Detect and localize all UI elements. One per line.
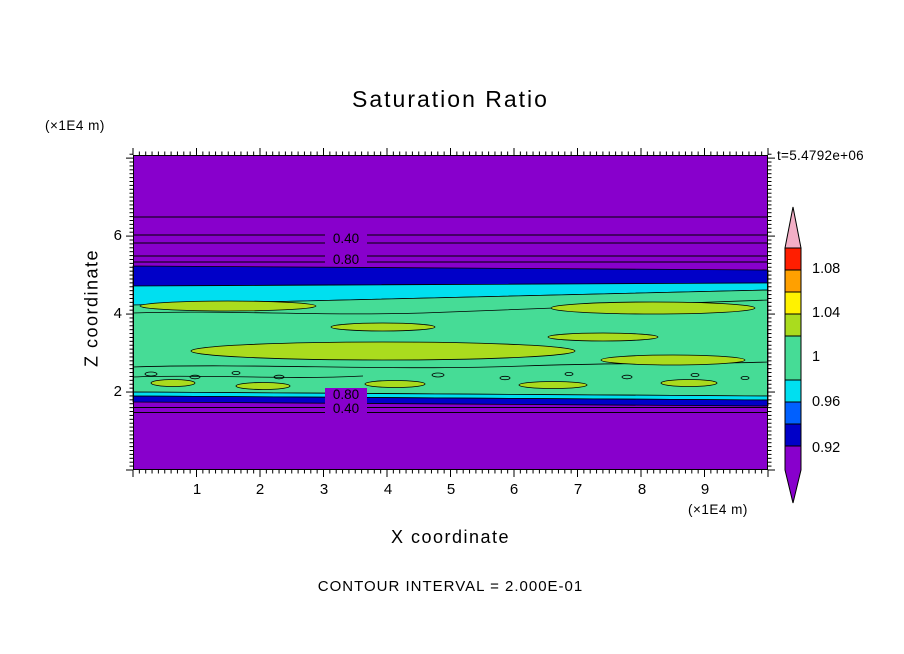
x-tick-label-9: 9 bbox=[700, 481, 710, 498]
contour-label-mask bbox=[325, 252, 367, 267]
dark-blue-band-top bbox=[132, 265, 769, 287]
colorbar-label-0.92: 0.92 bbox=[812, 440, 841, 456]
contour-label-top-040: 0.40 bbox=[333, 231, 359, 246]
yellow-green-contour-blob bbox=[139, 300, 317, 312]
colorbar-segment-cyan bbox=[784, 379, 802, 403]
z-axis-unit-label: (×1E4 m) bbox=[45, 118, 105, 133]
chart-title: Saturation Ratio bbox=[352, 86, 549, 112]
x-tick-label-8: 8 bbox=[637, 481, 647, 498]
colorbar-segment-yellow-green bbox=[784, 313, 802, 337]
colorbar-segment-blue bbox=[784, 401, 802, 425]
colorbar-segment-green bbox=[784, 335, 802, 381]
colorbar-arrow-bottom-purple bbox=[784, 445, 802, 504]
z-tick-label-4: 4 bbox=[113, 305, 122, 322]
contour-label-bottom-080: 0.80 bbox=[333, 387, 359, 402]
contour-interval-note: CONTOUR INTERVAL = 2.000E-01 bbox=[317, 578, 584, 595]
plot-frame bbox=[133, 155, 768, 470]
x-tick-label-7: 7 bbox=[573, 481, 583, 498]
x-tick-label-6: 6 bbox=[509, 481, 519, 498]
yellow-green-patches bbox=[139, 300, 756, 390]
yellow-green-contour-blob bbox=[600, 354, 746, 366]
upper-contour-lines bbox=[133, 216, 768, 263]
colorbar-label-1: 1 bbox=[812, 349, 821, 365]
colorbar-label-1.08: 1.08 bbox=[812, 261, 841, 277]
lower-contour-lines bbox=[133, 407, 768, 413]
contour-plot: 0.40 0.80 bbox=[126, 148, 775, 477]
x-tick-label-5: 5 bbox=[446, 481, 456, 498]
contour-label-mask bbox=[325, 402, 367, 415]
x-axis-unit-label: (×1E4 m) bbox=[688, 502, 748, 517]
z-tick-label-2: 2 bbox=[113, 383, 122, 400]
colorbar-segment-red bbox=[784, 247, 802, 271]
x-tick-label-2: 2 bbox=[255, 481, 265, 498]
small-contour-loops bbox=[144, 370, 750, 381]
yellow-green-contour-blob bbox=[150, 379, 196, 387]
colorbar-label-1.04: 1.04 bbox=[812, 305, 841, 321]
yellow-green-contour-blob bbox=[190, 341, 576, 361]
x-tick-label-4: 4 bbox=[383, 481, 393, 498]
yellow-green-contour-blob bbox=[660, 379, 718, 387]
axis-ticks bbox=[126, 148, 775, 477]
plot-area: 0.40 0.80 bbox=[126, 148, 775, 477]
x-axis-title: X coordinate bbox=[390, 527, 511, 547]
colorbar bbox=[784, 206, 802, 504]
yellow-green-contour-blob bbox=[547, 332, 659, 342]
time-label: t=5.4792e+06 bbox=[777, 148, 864, 163]
yellow-green-contour-blob bbox=[364, 380, 426, 388]
x-tick-label-1: 1 bbox=[192, 481, 202, 498]
colorbar-arrow-top bbox=[784, 206, 802, 249]
colorbar-segment-yellow bbox=[784, 291, 802, 315]
colorbar-label-0.96: 0.96 bbox=[812, 394, 841, 410]
yellow-green-contour-blob bbox=[518, 381, 588, 389]
z-tick-label-6: 6 bbox=[113, 227, 122, 244]
contour-label-mask bbox=[325, 231, 367, 246]
yellow-green-contour-blob bbox=[330, 322, 436, 332]
colorbar-segment-dark-blue bbox=[784, 423, 802, 447]
contour-label-mask bbox=[325, 388, 367, 402]
contour-label-top-080: 0.80 bbox=[333, 252, 359, 267]
yellow-green-contour-blob bbox=[550, 301, 756, 315]
yellow-green-contour-blob bbox=[235, 382, 291, 390]
colorbar-segment-orange bbox=[784, 269, 802, 293]
x-tick-label-3: 3 bbox=[319, 481, 329, 498]
contour-label-bottom-040: 0.40 bbox=[333, 401, 359, 416]
